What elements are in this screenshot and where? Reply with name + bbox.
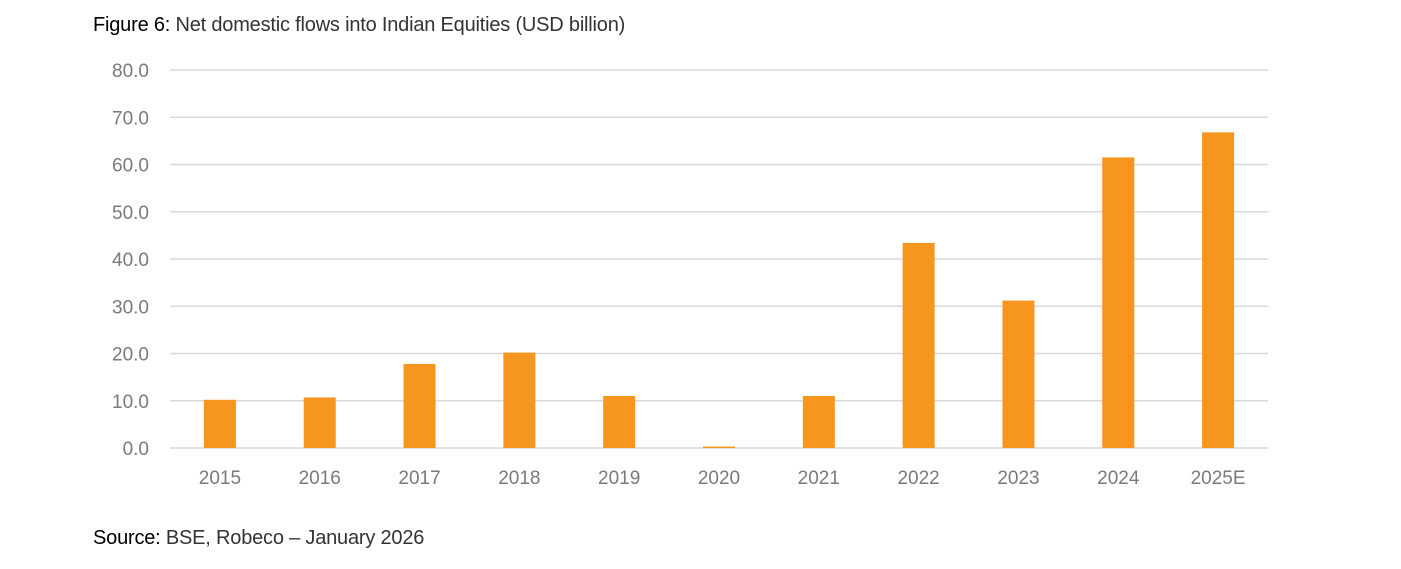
x-tick-label: 2021 <box>798 468 840 489</box>
bar-2017 <box>403 363 436 448</box>
bar-2023 <box>1002 300 1035 448</box>
x-tick-label: 2023 <box>997 468 1039 489</box>
x-axis-ticks: 2015 2016 2017 2018 2019 2020 2021 2022 2023 2024… <box>199 468 1246 489</box>
bar-2019 <box>603 396 636 448</box>
figure-title: Figure 6: Net domestic flows into Indian… <box>93 13 625 37</box>
bar-2024 <box>1102 157 1135 448</box>
bar-2025e <box>1202 132 1235 448</box>
source-note: Source: BSE, Robeco – January 2026 <box>93 526 424 550</box>
y-tick-label: 30.0 <box>112 297 149 318</box>
source-label: Source: <box>93 527 161 549</box>
bar-2015 <box>203 399 236 448</box>
gridlines <box>170 69 1268 449</box>
source-text: BSE, Robeco – January 2026 <box>165 527 425 549</box>
figure-label: Figure 6: <box>93 14 171 36</box>
x-tick-label: 2016 <box>299 468 341 489</box>
y-tick-label: 50.0 <box>112 203 149 224</box>
bar-2018 <box>503 352 536 448</box>
x-tick-label: 2025E <box>1191 468 1246 489</box>
y-tick-label: 80.0 <box>112 61 149 82</box>
bar-2021 <box>802 396 835 448</box>
figure-title-text: Net domestic flows into Indian Equities … <box>175 14 626 36</box>
y-tick-label: 60.0 <box>112 156 149 177</box>
bar-2020 <box>703 446 735 448</box>
y-tick-label: 70.0 <box>112 108 149 129</box>
x-tick-label: 2018 <box>498 468 540 489</box>
y-tick-label: 20.0 <box>112 345 149 366</box>
x-tick-label: 2019 <box>598 468 640 489</box>
x-tick-label: 2022 <box>897 468 939 489</box>
x-tick-label: 2017 <box>398 468 440 489</box>
y-tick-label: 0.0 <box>123 439 149 460</box>
bar-2022 <box>902 242 935 448</box>
y-axis-ticks: 0.0 10.0 20.0 30.0 40.0 50.0 60.0 70.0 80.0 <box>112 61 149 460</box>
bar-2016 <box>303 397 336 448</box>
y-tick-label: 40.0 <box>112 250 149 271</box>
y-tick-label: 10.0 <box>112 392 149 413</box>
x-tick-label: 2024 <box>1097 468 1140 489</box>
x-tick-label: 2020 <box>698 468 740 489</box>
bars <box>203 132 1235 448</box>
x-tick-label: 2015 <box>199 468 241 489</box>
